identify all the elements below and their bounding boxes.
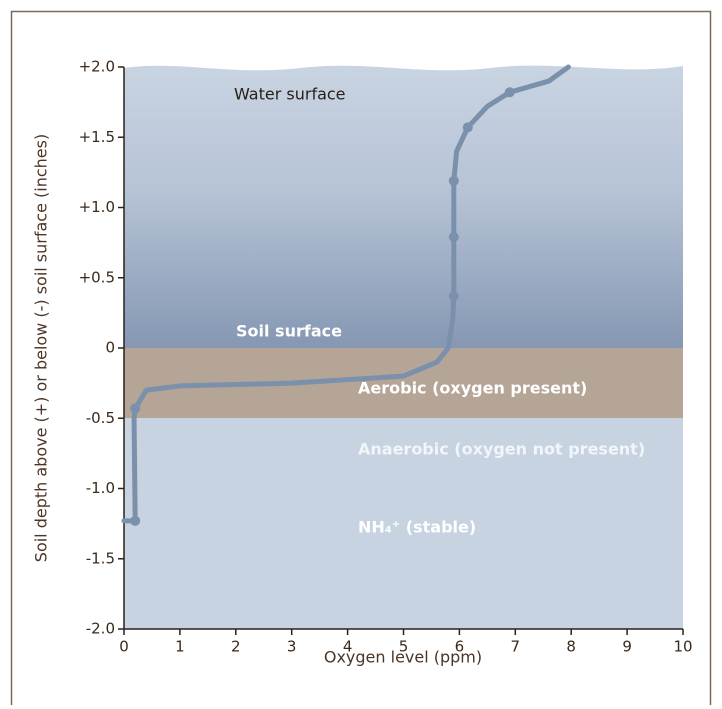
annotation: Anaerobic (oxygen not present)	[358, 440, 645, 459]
x-tick-label: 2	[231, 638, 241, 656]
y-tick-label: +0.5	[79, 268, 115, 286]
y-axis-title: Soil depth above (+) or below (-) soil s…	[32, 134, 51, 562]
y-tick-label: +1.0	[79, 198, 115, 216]
x-tick-label: 5	[399, 638, 409, 656]
marker	[462, 122, 473, 133]
x-tick-label: 4	[343, 638, 353, 656]
x-tick-label: 10	[673, 638, 692, 656]
frame	[10, 10, 712, 709]
y-tick-label: 0	[105, 339, 115, 357]
x-tick-label: 1	[175, 638, 185, 656]
y-tick-label: -1.0	[86, 479, 115, 497]
annotation: Soil surface	[236, 322, 342, 341]
x-tick-label: 6	[455, 638, 465, 656]
y-tick-label: +2.0	[79, 58, 115, 76]
marker	[448, 232, 459, 243]
y-tick-label: +1.5	[79, 128, 115, 146]
marker	[448, 291, 459, 302]
water-region	[124, 65, 683, 349]
x-tick-label: 0	[119, 638, 129, 656]
y-tick-label: -2.0	[86, 620, 115, 638]
marker	[130, 403, 141, 414]
x-tick-label: 3	[287, 638, 297, 656]
x-tick-label: 7	[511, 638, 521, 656]
annotation: NH₄⁺ (stable)	[358, 518, 476, 537]
x-tick-label: 9	[622, 638, 632, 656]
annotation: Water surface	[234, 85, 346, 104]
marker	[448, 175, 459, 186]
y-tick-label: -1.5	[86, 549, 115, 567]
marker	[504, 87, 515, 98]
x-axis-title: Oxygen level (ppm)	[324, 648, 482, 667]
y-tick-label: -0.5	[86, 409, 115, 427]
annotation: Aerobic (oxygen present)	[358, 379, 587, 398]
anaerobic-soil-region	[124, 418, 683, 629]
marker	[130, 515, 141, 526]
x-tick-label: 8	[566, 638, 576, 656]
